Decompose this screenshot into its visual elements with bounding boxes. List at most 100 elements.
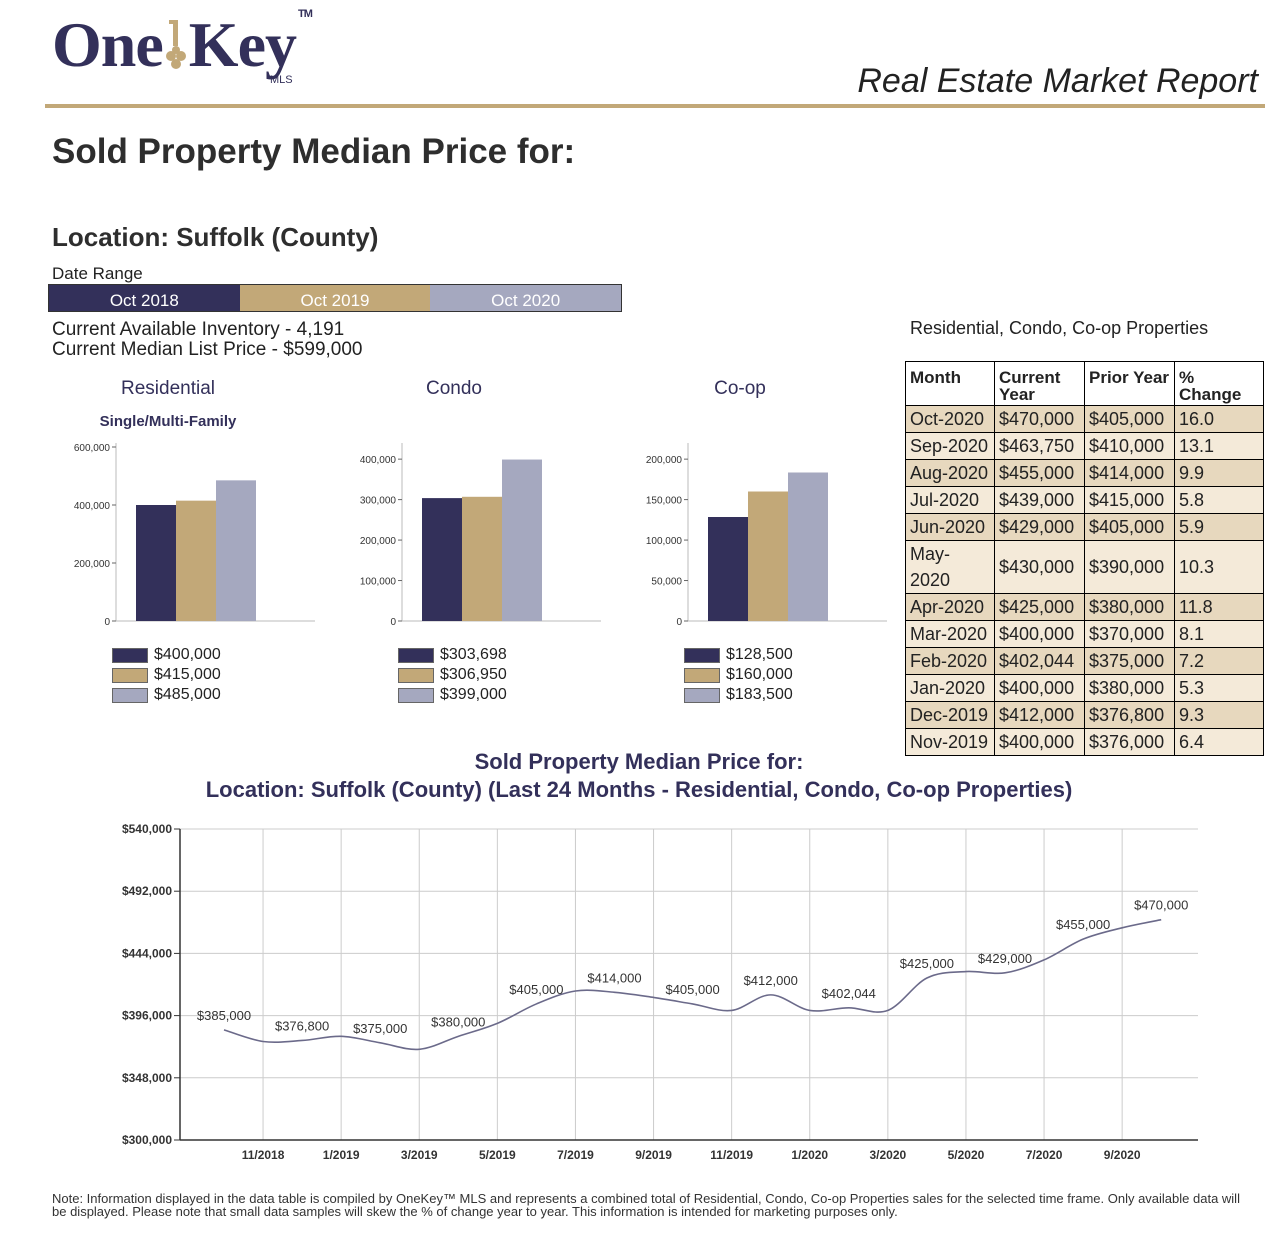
table-cell: 16.0 xyxy=(1174,405,1264,433)
data-label: $375,000 xyxy=(353,1021,407,1036)
table-row: Jul-2020 $439,000 $415,000 5.8 xyxy=(905,486,1264,514)
y-tick-label: $348,000 xyxy=(122,1071,172,1085)
table-cell: $380,000 xyxy=(1084,593,1175,621)
table-row: Jun-2020 $429,000 $405,000 5.9 xyxy=(905,513,1264,541)
residential-subtitle: Single/Multi-Family xyxy=(99,413,237,430)
table-cell: Jun-2020 xyxy=(905,513,995,541)
legend-value: $415,000 xyxy=(154,666,221,683)
x-tick-label: 11/2018 xyxy=(242,1148,285,1162)
legend-value: $128,500 xyxy=(726,646,793,663)
x-tick-label: 5/2019 xyxy=(479,1148,516,1162)
legend-row: $485,000 xyxy=(112,685,221,705)
logo-one-text: One xyxy=(52,9,164,80)
bar xyxy=(422,498,462,621)
date-range-bar: Oct 2018 Oct 2019 Oct 2020 xyxy=(48,284,622,312)
table-cell: Dec-2019 xyxy=(905,701,995,729)
table-row: Dec-2019 $412,000 $376,800 9.3 xyxy=(905,701,1264,729)
y-tick-label: $492,000 xyxy=(122,884,172,898)
table-cell: 7.2 xyxy=(1174,647,1264,675)
date-range-2019: Oct 2019 xyxy=(239,285,431,311)
table-cell: $463,750 xyxy=(994,432,1085,460)
legend-row: $399,000 xyxy=(398,685,507,705)
table-cell: $390,000 xyxy=(1084,540,1175,594)
table-cell: $376,800 xyxy=(1084,701,1175,729)
header-pct-change: % Change xyxy=(1174,361,1264,406)
table-row: Nov-2019 $400,000 $376,000 6.4 xyxy=(905,728,1264,756)
data-label: $380,000 xyxy=(431,1014,485,1029)
table-cell: $412,000 xyxy=(994,701,1085,729)
legend-row: $160,000 xyxy=(684,665,793,685)
y-tick-label: 300,000 xyxy=(360,496,397,507)
legend-row: $306,950 xyxy=(398,665,507,685)
date-range-label: Date Range xyxy=(52,264,143,283)
table-cell: $402,044 xyxy=(994,647,1085,675)
x-tick-label: 7/2020 xyxy=(1026,1148,1063,1162)
legend-value: $306,950 xyxy=(440,666,507,683)
table-cell: $414,000 xyxy=(1084,459,1175,487)
table-cell: Oct-2020 xyxy=(905,405,995,433)
y-tick-label: 100,000 xyxy=(646,536,683,547)
condo-bar-chart: 0 100,000 200,000 300,000 400,000 xyxy=(360,443,601,628)
table-cell: Aug-2020 xyxy=(905,459,995,487)
y-tick-label: 100,000 xyxy=(360,577,397,588)
y-tick-label: 0 xyxy=(676,617,682,628)
condo-legend: $303,698 $306,950 $399,000 xyxy=(398,645,507,705)
y-tick-label: 0 xyxy=(104,617,110,628)
table-cell: Jan-2020 xyxy=(905,674,995,702)
y-tick-label: 150,000 xyxy=(646,496,683,507)
table-cell: 5.8 xyxy=(1174,486,1264,514)
date-range-2018: Oct 2018 xyxy=(49,285,240,311)
residential-bar-chart: 0 200,000 400,000 600,000 xyxy=(74,443,315,628)
legend-row: $183,500 xyxy=(684,685,793,705)
data-label: $402,044 xyxy=(822,986,876,1001)
table-row: Mar-2020 $400,000 $370,000 8.1 xyxy=(905,620,1264,648)
report-title: Real Estate Market Report xyxy=(857,62,1258,100)
table-row: Feb-2020 $402,044 $375,000 7.2 xyxy=(905,647,1264,675)
table-cell: 5.3 xyxy=(1174,674,1264,702)
table-cell: May-2020 xyxy=(905,540,995,594)
table-cell: $370,000 xyxy=(1084,620,1175,648)
coop-legend: $128,500 $160,000 $183,500 xyxy=(684,645,793,705)
median-price-line-chart: $300,000 $348,000 $396,000 $444,000 $492,000… xyxy=(122,822,1198,1162)
y-tick-label: 600,000 xyxy=(74,443,111,454)
table-cell: Feb-2020 xyxy=(905,647,995,675)
table-cell: 11.8 xyxy=(1174,593,1264,621)
table-row: Jan-2020 $400,000 $380,000 5.3 xyxy=(905,674,1264,702)
data-label: $414,000 xyxy=(587,970,641,985)
table-cell: $400,000 xyxy=(994,674,1085,702)
logo-tm: TM xyxy=(297,8,313,20)
residential-legend: $400,000 $415,000 $485,000 xyxy=(112,645,221,705)
table-cell: $425,000 xyxy=(994,593,1085,621)
y-tick-label: 0 xyxy=(390,617,396,628)
table-cell: $400,000 xyxy=(994,620,1085,648)
x-tick-label: 9/2019 xyxy=(635,1148,672,1162)
table-cell: $405,000 xyxy=(1084,405,1175,433)
x-tick-label: 7/2019 xyxy=(557,1148,594,1162)
data-label: $376,800 xyxy=(275,1018,329,1033)
data-label: $405,000 xyxy=(509,982,563,997)
bar xyxy=(176,500,216,621)
legend-value: $399,000 xyxy=(440,686,507,703)
table-cell: $429,000 xyxy=(994,513,1085,541)
table-row: Sep-2020 $463,750 $410,000 13.1 xyxy=(905,432,1264,460)
y-tick-label: 200,000 xyxy=(360,536,397,547)
table-cell: $415,000 xyxy=(1084,486,1175,514)
table-row: Apr-2020 $425,000 $380,000 11.8 xyxy=(905,593,1264,621)
data-label: $385,000 xyxy=(197,1008,251,1023)
bar xyxy=(216,480,256,621)
table-cell: $405,000 xyxy=(1084,513,1175,541)
line-chart-title: Sold Property Median Price for: xyxy=(474,749,804,774)
data-label: $429,000 xyxy=(978,951,1032,966)
legend-value: $303,698 xyxy=(440,646,507,663)
table-cell: Jul-2020 xyxy=(905,486,995,514)
key-icon xyxy=(165,14,187,70)
table-caption: Residential, Condo, Co-op Properties xyxy=(910,318,1209,338)
data-label: $470,000 xyxy=(1134,898,1188,913)
y-tick-label: 400,000 xyxy=(360,455,397,466)
legend-row: $128,500 xyxy=(684,645,793,665)
table-cell: Apr-2020 xyxy=(905,593,995,621)
logo-mls: MLS xyxy=(270,74,293,86)
legend-row: $415,000 xyxy=(112,665,221,685)
table-cell: 9.9 xyxy=(1174,459,1264,487)
data-label: $425,000 xyxy=(900,956,954,971)
